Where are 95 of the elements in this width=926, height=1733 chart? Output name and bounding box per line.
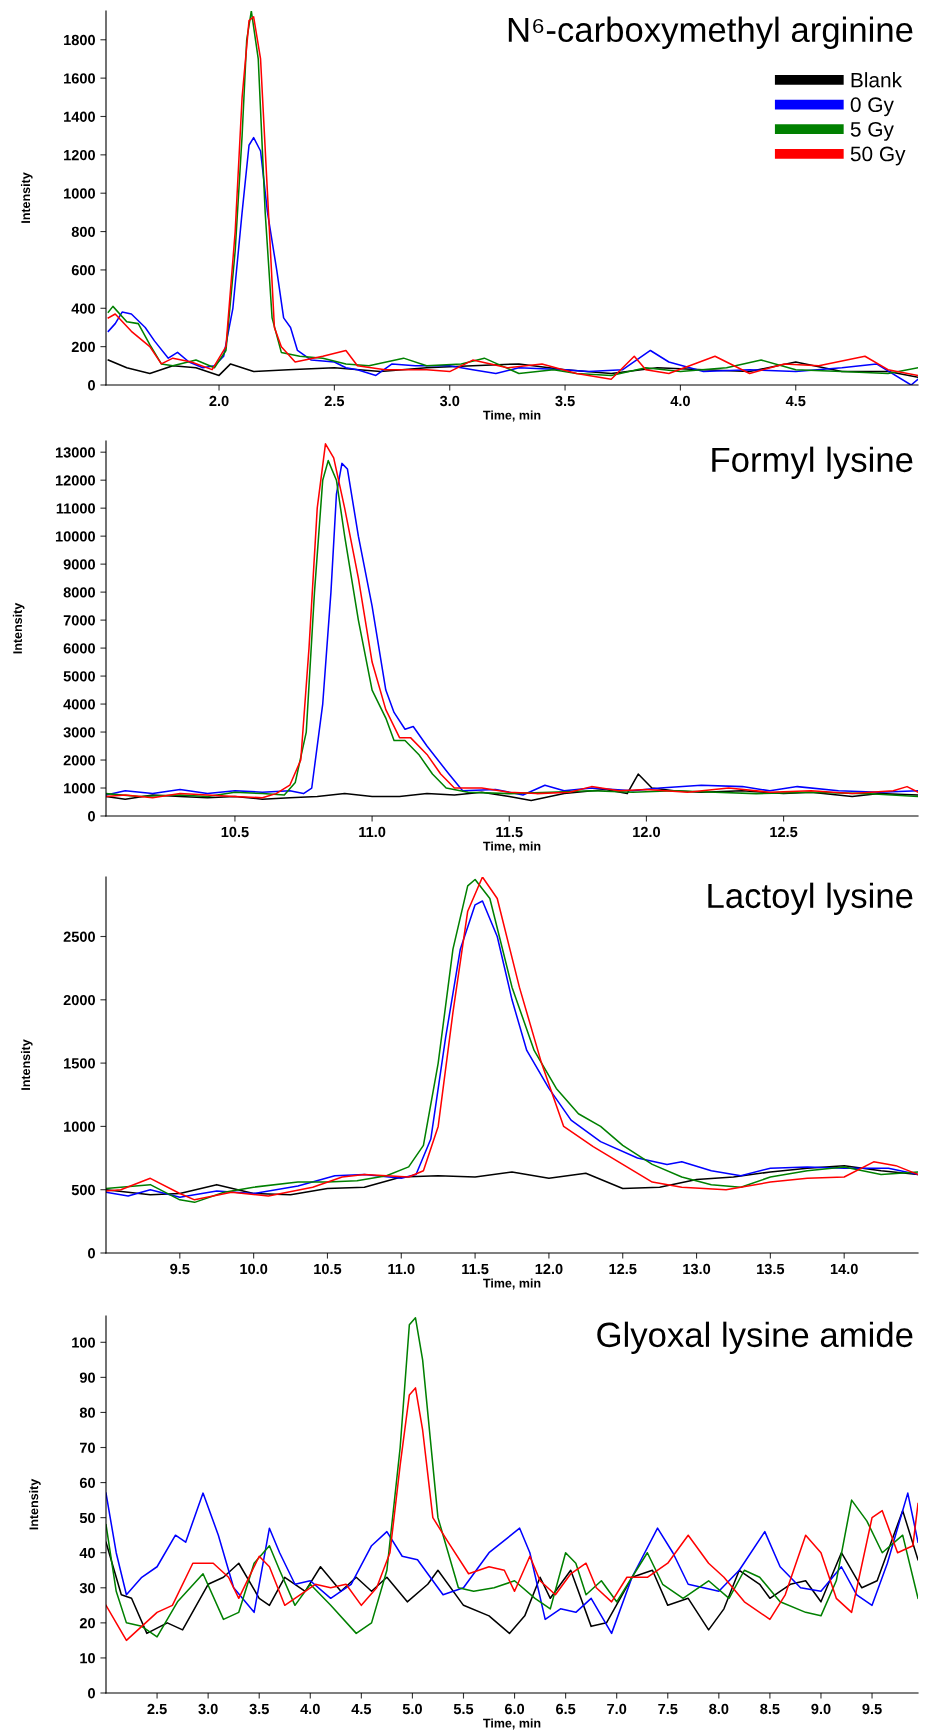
x-tick-label: 11.0 — [388, 1263, 415, 1275]
x-tick-label: 4.5 — [785, 395, 806, 407]
x-tick-label: 7.5 — [658, 1703, 678, 1715]
y-tick-label: 800 — [71, 226, 95, 237]
x-tick-label: 4.0 — [300, 1703, 320, 1715]
y-tick-label: 500 — [71, 1184, 95, 1196]
y-tick-label: 1200 — [64, 149, 95, 161]
y-tick-label: 1000 — [64, 1121, 95, 1132]
chart-title: Lactoyl lysine — [708, 882, 913, 916]
chart-title: Formyl lysine — [712, 446, 913, 479]
y-tick-label: 2500 — [63, 931, 95, 942]
x-axis-title: Time, min — [483, 1278, 541, 1290]
y-tick-label: 20 — [79, 1617, 95, 1629]
y-tick-label: 60 — [79, 1477, 95, 1489]
y-tick-label: 0 — [88, 811, 95, 822]
x-tick-label: 12.5 — [770, 826, 798, 838]
x-tick-label: 13.5 — [757, 1263, 785, 1275]
x-tick-label: 14.0 — [830, 1263, 858, 1275]
y-tick-label: 12000 — [55, 475, 95, 486]
y-tick-label: 400 — [71, 303, 95, 314]
x-tick-label: 4.5 — [351, 1703, 372, 1715]
x-tick-label: 11.0 — [359, 826, 386, 838]
legend-label: 50 Gy — [850, 146, 906, 166]
y-tick-label: 80 — [79, 1407, 95, 1418]
x-tick-label: 12.5 — [609, 1263, 637, 1275]
y-tick-label: 3000 — [63, 727, 95, 738]
y-tick-label: 7000 — [63, 615, 95, 626]
x-tick-label: 6.5 — [556, 1703, 576, 1715]
y-tick-label: 30 — [79, 1582, 95, 1594]
x-tick-label: 2.5 — [324, 395, 345, 407]
y-tick-label: 1500 — [64, 1058, 95, 1069]
x-tick-label: 10.5 — [221, 826, 249, 838]
x-tick-label: 3.5 — [555, 395, 575, 407]
y-tick-label: 6000 — [63, 643, 95, 654]
y-tick-label: 70 — [79, 1442, 95, 1453]
y-axis-title: Intensity — [29, 1478, 41, 1530]
x-tick-label: 5.0 — [402, 1703, 422, 1715]
x-tick-label: 9.5 — [170, 1263, 190, 1275]
chart-title: N⁶-carboxymethyl arginine — [508, 16, 913, 49]
y-tick-label: 1400 — [64, 111, 95, 122]
legend-label: 5 Gy — [850, 121, 894, 141]
x-tick-label: 11.5 — [496, 826, 523, 838]
y-tick-label: 1000 — [64, 783, 95, 794]
y-tick-label: 40 — [79, 1547, 95, 1559]
legend-label: Blank — [851, 72, 903, 88]
x-tick-label: 3.0 — [198, 1703, 218, 1715]
y-tick-label: 0 — [88, 1688, 95, 1699]
x-tick-label: 12.0 — [633, 826, 661, 838]
y-tick-label: 2000 — [63, 755, 95, 766]
y-tick-label: 90 — [79, 1372, 95, 1383]
y-tick-label: 11000 — [56, 503, 95, 514]
y-tick-label: 4000 — [63, 699, 95, 710]
y-tick-label: 0 — [88, 380, 95, 391]
x-tick-label: 13.0 — [683, 1263, 711, 1275]
x-tick-label: 9.0 — [811, 1703, 831, 1715]
legend-label: 0 Gy — [850, 97, 894, 117]
x-tick-label: 4.0 — [670, 395, 690, 407]
y-tick-label: 5000 — [63, 671, 95, 682]
x-tick-label: 11.5 — [462, 1263, 489, 1275]
y-tick-label: 2000 — [63, 994, 95, 1006]
x-tick-label: 3.5 — [249, 1703, 269, 1715]
line-series — [106, 1316, 918, 1638]
y-tick-label: 0 — [88, 1248, 95, 1259]
x-tick-label: 10.0 — [240, 1263, 268, 1275]
x-tick-label: 2.5 — [147, 1703, 167, 1715]
x-tick-label: 8.5 — [760, 1703, 780, 1715]
x-axis-title: Time, min — [483, 1718, 541, 1730]
y-tick-label: 13000 — [55, 447, 95, 458]
x-tick-label: 7.0 — [607, 1703, 627, 1715]
y-tick-label: 9000 — [63, 559, 95, 570]
x-tick-label: 6.0 — [504, 1703, 525, 1715]
y-tick-label: 100 — [72, 1337, 95, 1348]
y-tick-label: 200 — [71, 341, 95, 353]
y-tick-label: 1000 — [64, 188, 95, 199]
x-axis-title: Time, min — [483, 841, 541, 853]
x-tick-label: 10.5 — [314, 1263, 342, 1275]
x-tick-label: 3.0 — [439, 395, 460, 407]
y-tick-label: 50 — [79, 1512, 95, 1524]
chart-title: Glyoxal lysine amide — [597, 1321, 913, 1355]
y-tick-label: 1800 — [64, 34, 95, 46]
x-tick-label: 12.0 — [535, 1263, 563, 1275]
line-series — [106, 1387, 918, 1642]
x-tick-label: 5.5 — [453, 1703, 474, 1715]
y-tick-label: 1600 — [64, 73, 95, 84]
y-tick-label: 600 — [71, 265, 95, 276]
y-tick-label: 8000 — [63, 587, 95, 598]
y-axis-title: Intensity — [20, 172, 33, 223]
x-tick-label: 9.5 — [862, 1703, 882, 1715]
x-tick-label: 2.0 — [209, 395, 229, 407]
x-axis-title: Time, min — [483, 410, 541, 422]
y-axis-title: Intensity — [20, 1039, 33, 1090]
y-tick-label: 10000 — [55, 531, 95, 542]
y-tick-label: 10 — [80, 1653, 95, 1664]
x-tick-label: 8.0 — [709, 1703, 729, 1715]
y-axis-title: Intensity — [12, 602, 25, 654]
